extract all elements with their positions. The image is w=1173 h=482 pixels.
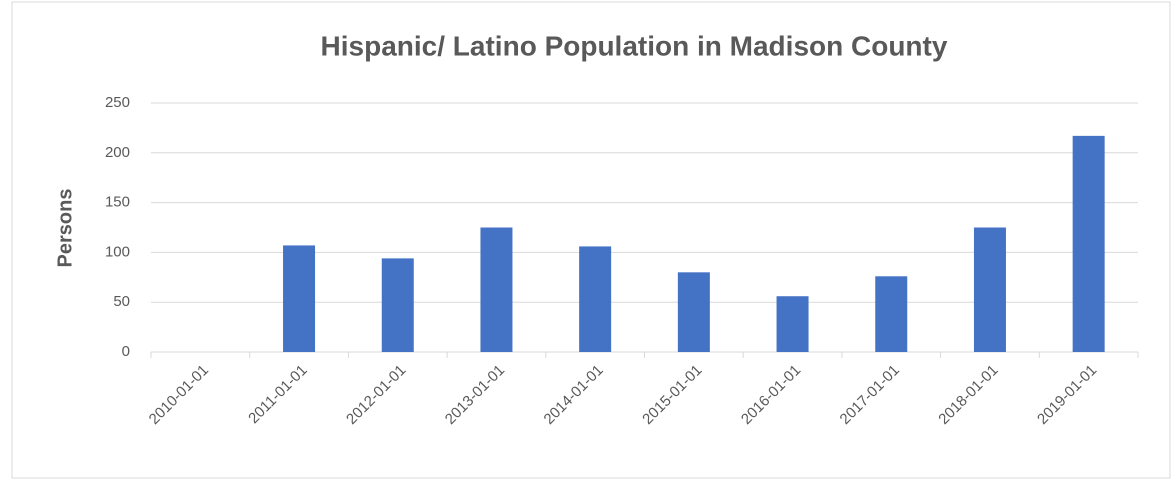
x-tick-label: 2013-01-01 bbox=[442, 362, 508, 428]
x-tick-label: 2011-01-01 bbox=[245, 362, 310, 427]
x-tick-label: 2015-01-01 bbox=[639, 362, 705, 428]
x-tick-label: 2019-01-01 bbox=[1034, 362, 1100, 428]
y-tick-label: 50 bbox=[113, 293, 130, 310]
x-tick-label: 2012-01-01 bbox=[343, 362, 409, 428]
bar bbox=[579, 246, 612, 352]
y-tick-label: 0 bbox=[122, 343, 130, 360]
bar bbox=[776, 296, 809, 352]
x-tick-label: 2018-01-01 bbox=[935, 362, 1001, 428]
chart-title: Hispanic/ Latino Population in Madison C… bbox=[321, 30, 948, 61]
chart-border bbox=[11, 1, 1171, 479]
y-tick-label: 250 bbox=[105, 94, 130, 111]
x-tick-label: 2014-01-01 bbox=[541, 362, 607, 428]
bar bbox=[480, 227, 513, 352]
x-tick-label: 2017-01-01 bbox=[837, 362, 903, 428]
bar bbox=[677, 272, 710, 352]
bar bbox=[973, 227, 1006, 352]
y-tick-label: 150 bbox=[105, 194, 130, 211]
x-tick-label: 2010-01-01 bbox=[146, 362, 212, 428]
y-tick-label: 100 bbox=[105, 243, 130, 260]
bar bbox=[381, 258, 414, 352]
bar bbox=[875, 276, 908, 352]
bar bbox=[283, 245, 316, 352]
bar bbox=[1072, 135, 1105, 352]
y-tick-label: 200 bbox=[105, 144, 130, 161]
y-axis-label: Persons bbox=[54, 189, 76, 268]
x-tick-label: 2016-01-01 bbox=[738, 362, 804, 428]
